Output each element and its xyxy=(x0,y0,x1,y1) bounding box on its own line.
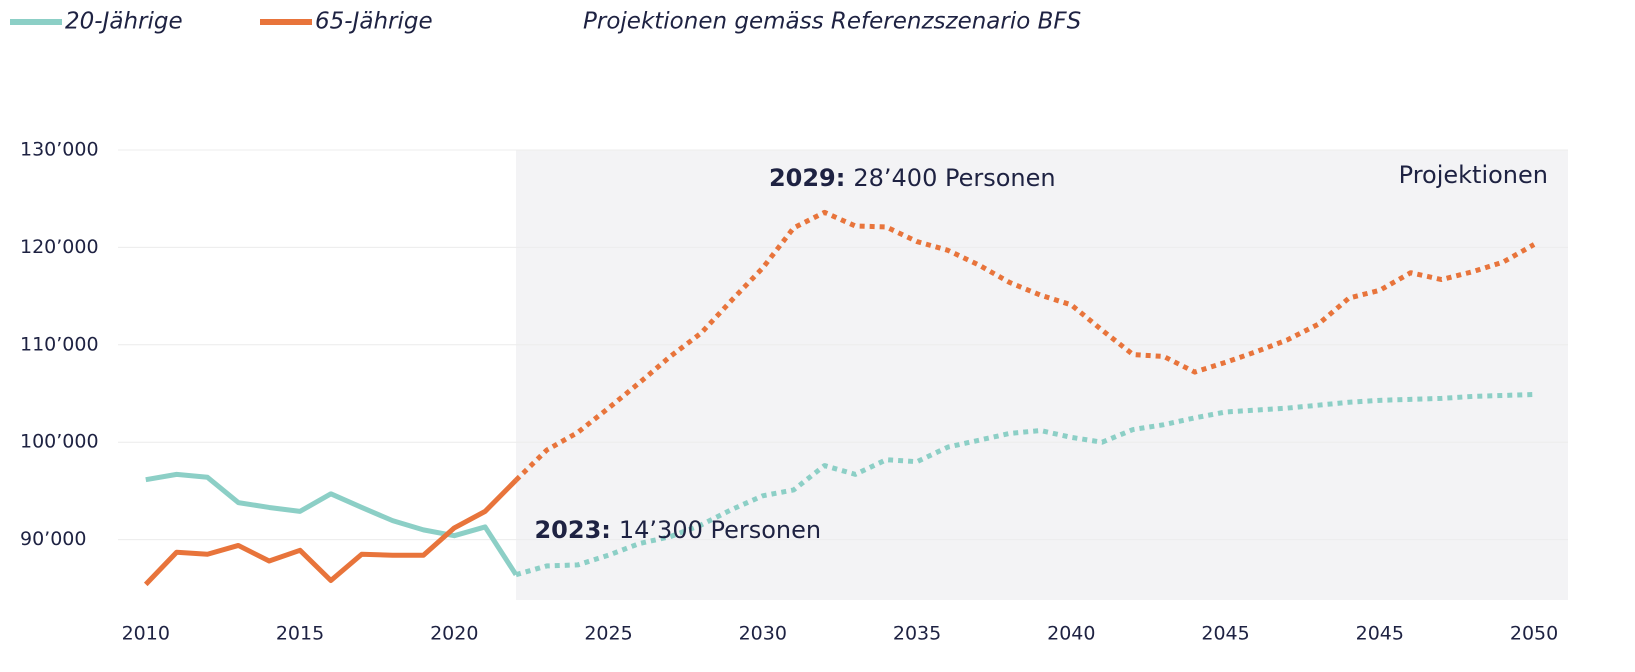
x-tick-label: 2040 xyxy=(1047,623,1095,645)
x-tick-label: 2035 xyxy=(893,623,941,645)
y-tick-label: 130’000 xyxy=(20,139,99,161)
annotation-text: 14’300 Personen xyxy=(619,516,821,544)
chart-subtitle: Projektionen gemäss Referenzszenario BFS xyxy=(583,9,1081,35)
annotation-text: 28’400 Personen xyxy=(853,164,1055,192)
annotation-label: 2023: xyxy=(534,516,610,544)
annotation: 2023: 14’300 Personen xyxy=(534,516,821,544)
annotation: 2029: 28’400 Personen xyxy=(769,164,1056,192)
projection-line xyxy=(514,209,1536,482)
x-tick-label: 2045 xyxy=(1201,623,1249,645)
annotation-label: 2029: xyxy=(769,164,845,192)
line xyxy=(143,478,518,587)
y-tick-label: 90’000 xyxy=(20,528,86,550)
legend-label: 65-Jährige xyxy=(315,9,433,35)
x-tick-label: 2020 xyxy=(430,623,478,645)
x-tick-label: 2030 xyxy=(739,623,787,645)
x-tick-label: 2025 xyxy=(584,623,632,645)
y-tick-label: 120’000 xyxy=(20,236,99,258)
legend-label: 20-Jährige xyxy=(65,9,183,35)
projection-region xyxy=(515,150,1568,600)
projection-line xyxy=(515,391,1535,578)
y-tick-label: 100’000 xyxy=(20,431,99,453)
x-tick-label: 2045 xyxy=(1356,623,1404,645)
y-tick-label: 110’000 xyxy=(20,333,99,355)
region-label: Projektionen xyxy=(1399,161,1548,189)
line xyxy=(145,471,519,577)
x-tick-label: 2015 xyxy=(276,623,324,645)
x-tick-label: 2010 xyxy=(122,623,170,645)
x-tick-label: 2050 xyxy=(1510,623,1558,645)
